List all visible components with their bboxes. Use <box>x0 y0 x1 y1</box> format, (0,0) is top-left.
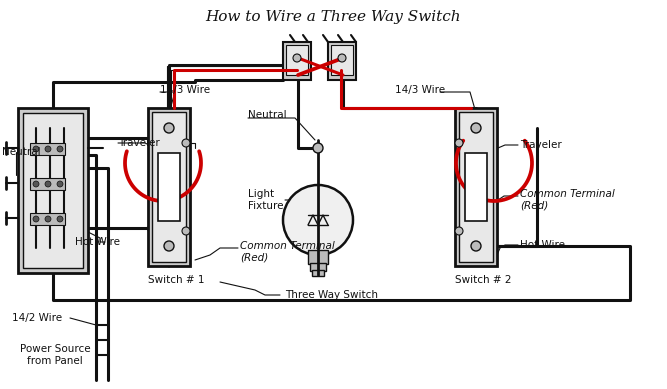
Circle shape <box>182 227 190 235</box>
Text: Neutral: Neutral <box>2 147 41 157</box>
Bar <box>459 112 493 262</box>
Bar <box>23 113 83 268</box>
Bar <box>312 270 324 276</box>
Bar <box>331 45 353 75</box>
Text: Switch # 1: Switch # 1 <box>148 275 205 285</box>
Text: Power Source
from Panel: Power Source from Panel <box>20 344 90 366</box>
Text: Traveler: Traveler <box>118 138 160 148</box>
Bar <box>152 112 186 262</box>
Bar <box>18 108 88 273</box>
Text: Three Way Switch: Three Way Switch <box>285 290 378 300</box>
Circle shape <box>57 216 63 222</box>
Circle shape <box>455 139 463 147</box>
Bar <box>455 108 497 266</box>
Circle shape <box>338 54 346 62</box>
Bar <box>30 178 65 190</box>
Bar <box>30 213 65 225</box>
Bar <box>158 153 180 221</box>
Bar <box>148 108 190 266</box>
Text: Common Terminal
(Red): Common Terminal (Red) <box>240 241 335 263</box>
Circle shape <box>471 123 481 133</box>
Bar <box>328 42 356 80</box>
Circle shape <box>33 216 39 222</box>
Circle shape <box>33 146 39 152</box>
Circle shape <box>164 123 174 133</box>
Circle shape <box>164 241 174 251</box>
Bar <box>310 263 326 271</box>
Circle shape <box>45 216 51 222</box>
Bar <box>465 153 487 221</box>
Bar <box>308 250 328 264</box>
Text: Traveler: Traveler <box>520 140 562 150</box>
Circle shape <box>182 139 190 147</box>
Text: 14/2 Wire: 14/2 Wire <box>12 313 62 323</box>
Text: 14/3 Wire: 14/3 Wire <box>395 85 445 95</box>
Circle shape <box>283 185 353 255</box>
Circle shape <box>45 181 51 187</box>
Text: Neutral: Neutral <box>248 110 287 120</box>
Bar <box>286 45 308 75</box>
Circle shape <box>293 54 301 62</box>
Text: 14/3 Wire: 14/3 Wire <box>160 85 210 95</box>
Text: Light
Fixture: Light Fixture <box>248 189 283 211</box>
Text: Common Terminal
(Red): Common Terminal (Red) <box>520 189 615 211</box>
Bar <box>30 143 65 155</box>
Circle shape <box>45 146 51 152</box>
Circle shape <box>313 143 323 153</box>
Text: Switch # 2: Switch # 2 <box>455 275 512 285</box>
Circle shape <box>57 181 63 187</box>
Circle shape <box>33 181 39 187</box>
Circle shape <box>57 146 63 152</box>
Circle shape <box>471 241 481 251</box>
Text: How to Wire a Three Way Switch: How to Wire a Three Way Switch <box>205 10 461 24</box>
Text: Hot Wire: Hot Wire <box>520 240 565 250</box>
Text: Hot Wire: Hot Wire <box>75 237 120 247</box>
Circle shape <box>455 227 463 235</box>
Bar <box>283 42 311 80</box>
